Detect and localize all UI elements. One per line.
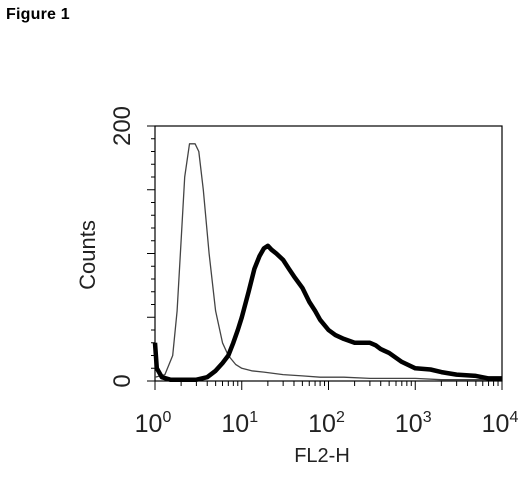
stained-histogram-line: [152, 243, 502, 382]
plot-area: 100 101 102 103 104 0 200 FL2-H Counts: [75, 106, 518, 467]
y-tick-label: 0: [109, 374, 136, 387]
x-tick-label: 104: [482, 409, 519, 438]
y-axis-label: Counts: [75, 220, 100, 290]
figure-title: Figure 1: [6, 6, 70, 23]
y-tick-label: 200: [109, 106, 136, 146]
x-axis-label: FL2-H: [294, 445, 350, 467]
x-tick-label: 102: [308, 409, 345, 438]
x-tick-label: 103: [395, 409, 432, 438]
x-tick-label: 101: [221, 409, 258, 438]
control-histogram-line: [154, 143, 502, 381]
x-tick-label: 100: [135, 409, 172, 438]
plot-frame: [154, 125, 503, 382]
